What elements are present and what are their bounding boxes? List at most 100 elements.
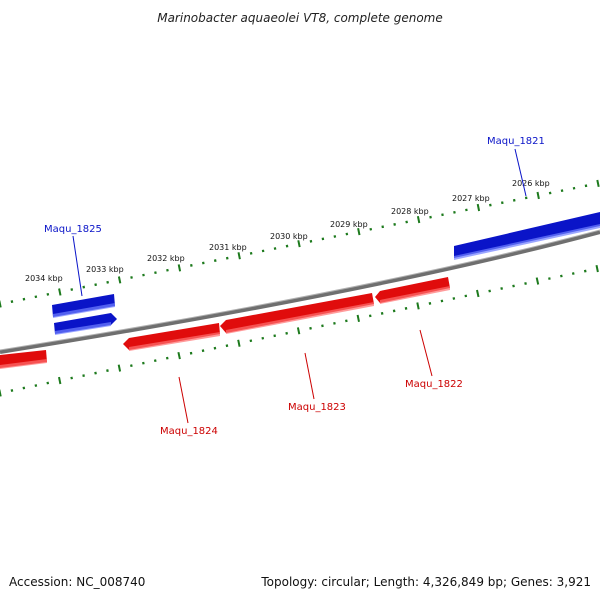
inner-track-minor-tick — [213, 346, 217, 350]
inner-track-minor-tick — [142, 361, 145, 365]
outer-track-minor-tick — [512, 198, 516, 202]
inner-track-minor-tick — [106, 369, 109, 373]
inner-track-major-tick — [117, 364, 122, 372]
inner-track-major-tick — [237, 339, 241, 347]
inner-track-minor-tick — [249, 339, 253, 343]
outer-track-minor-tick — [22, 297, 26, 301]
outer-track-minor-tick — [548, 191, 552, 195]
inner-track-minor-tick — [440, 299, 444, 303]
outer-track-minor-tick — [46, 292, 50, 296]
accession-text: Accession: NC_008740 — [9, 575, 145, 589]
inner-track-minor-tick — [309, 326, 312, 330]
gene-maqu-1823[interactable] — [220, 293, 374, 334]
outer-track-minor-tick — [405, 220, 408, 224]
ruler-label-2034: 2034 kbp — [25, 274, 63, 283]
gene-maqu-1825-a[interactable] — [52, 294, 115, 318]
outer-track-major-tick — [297, 240, 301, 248]
inner-track-major-tick — [535, 277, 540, 285]
outer-track-minor-tick — [10, 300, 14, 304]
inner-track-minor-tick — [500, 287, 503, 290]
label-maqu-1825[interactable]: Maqu_1825 — [44, 224, 102, 235]
outer-track-minor-tick — [393, 222, 396, 226]
inner-track-minor-tick — [321, 324, 324, 328]
outer-track-minor-tick — [70, 288, 74, 291]
outer-track-major-tick — [177, 264, 182, 272]
label-maqu-1821[interactable]: Maqu_1821 — [487, 136, 545, 147]
gene-maqu-1822[interactable] — [375, 277, 450, 304]
inner-track-major-tick — [177, 351, 181, 360]
outer-track-minor-tick — [213, 259, 217, 263]
inner-track-minor-tick — [285, 331, 288, 335]
outer-track-major-tick — [476, 203, 481, 212]
gene-maqu-1821[interactable] — [454, 212, 600, 260]
outer-track-minor-tick — [285, 244, 289, 248]
inner-track-minor-tick — [380, 311, 384, 315]
inner-track-minor-tick — [428, 301, 432, 305]
inner-track-minor-tick — [225, 344, 229, 348]
gene-maqu-1824[interactable] — [123, 323, 220, 351]
outer-track-major-tick — [237, 252, 241, 260]
outer-track-minor-tick — [560, 189, 564, 193]
inner-track-minor-tick — [261, 336, 265, 340]
genome-backbone — [0, 230, 600, 354]
outer-track-minor-tick — [154, 271, 157, 275]
inner-track-minor-tick — [560, 274, 563, 278]
outer-track-major-tick — [536, 191, 540, 200]
inner-track-minor-tick — [452, 297, 456, 300]
inner-track-major-tick — [296, 327, 301, 335]
outer-track-minor-tick — [94, 283, 97, 287]
inner-track-major-tick — [416, 302, 420, 310]
ruler-label-2026: 2026 kbp — [512, 179, 550, 188]
inner-track-minor-tick — [165, 356, 169, 360]
label-maqu-1822[interactable]: Maqu_1822 — [405, 379, 463, 390]
inner-track-major-tick — [356, 314, 360, 322]
outer-track-minor-tick — [572, 186, 576, 190]
outer-track-major-tick — [416, 215, 421, 224]
ruler-label-2030: 2030 kbp — [270, 232, 308, 241]
inner-track-minor-tick — [368, 314, 372, 318]
gene-maqu-1825-b[interactable] — [54, 313, 117, 335]
inner-track-minor-tick — [34, 384, 38, 387]
leader-maqu-1824 — [178, 376, 189, 424]
outer-track-minor-tick — [273, 247, 277, 250]
outer-track-major-tick — [596, 179, 600, 188]
outer-track-minor-tick — [190, 263, 193, 267]
inner-track-minor-tick — [201, 349, 205, 353]
ruler-label-2027: 2027 kbp — [452, 194, 490, 203]
inner-track-minor-tick — [345, 319, 348, 323]
outer-track-minor-tick — [429, 215, 432, 219]
inner-track-minor-tick — [10, 389, 14, 392]
leader-maqu-1825 — [72, 235, 83, 297]
ruler-label-2029: 2029 kbp — [330, 220, 368, 229]
inner-tick-track — [0, 264, 599, 397]
outer-track-minor-tick — [82, 285, 86, 289]
label-maqu-1824[interactable]: Maqu_1824 — [160, 426, 218, 437]
leader-maqu-1821 — [514, 148, 527, 197]
inner-track-minor-tick — [130, 364, 133, 368]
map-title: Marinobacter aquaeolei VT8, complete gen… — [157, 11, 443, 25]
inner-track-minor-tick — [583, 269, 587, 273]
inner-track-minor-tick — [488, 289, 491, 293]
inner-track-minor-tick — [524, 282, 527, 285]
inner-track-minor-tick — [94, 371, 97, 375]
inner-track-minor-tick — [333, 321, 336, 325]
ruler-label-2033: 2033 kbp — [86, 265, 124, 274]
label-maqu-1823[interactable]: Maqu_1823 — [288, 402, 346, 413]
inner-track-minor-tick — [46, 381, 50, 385]
outer-track-minor-tick — [106, 280, 109, 284]
outer-track-major-tick — [357, 228, 361, 236]
inner-track-minor-tick — [153, 359, 157, 363]
genome-backbone-highlight — [0, 229, 600, 351]
genome-summary-text: Topology: circular; Length: 4,326,849 bp… — [260, 575, 591, 589]
outer-track-minor-tick — [249, 251, 253, 255]
inner-track-minor-tick — [571, 272, 575, 275]
gene-partial-left[interactable] — [0, 350, 47, 369]
outer-track-minor-tick — [345, 232, 349, 236]
outer-track-minor-tick — [130, 276, 133, 279]
inner-track-minor-tick — [22, 386, 26, 390]
ruler-label-2031: 2031 kbp — [209, 243, 247, 252]
inner-track-major-tick — [0, 389, 2, 397]
outer-track-minor-tick — [225, 256, 229, 260]
outer-track-minor-tick — [333, 235, 337, 238]
outer-track-minor-tick — [34, 295, 38, 299]
